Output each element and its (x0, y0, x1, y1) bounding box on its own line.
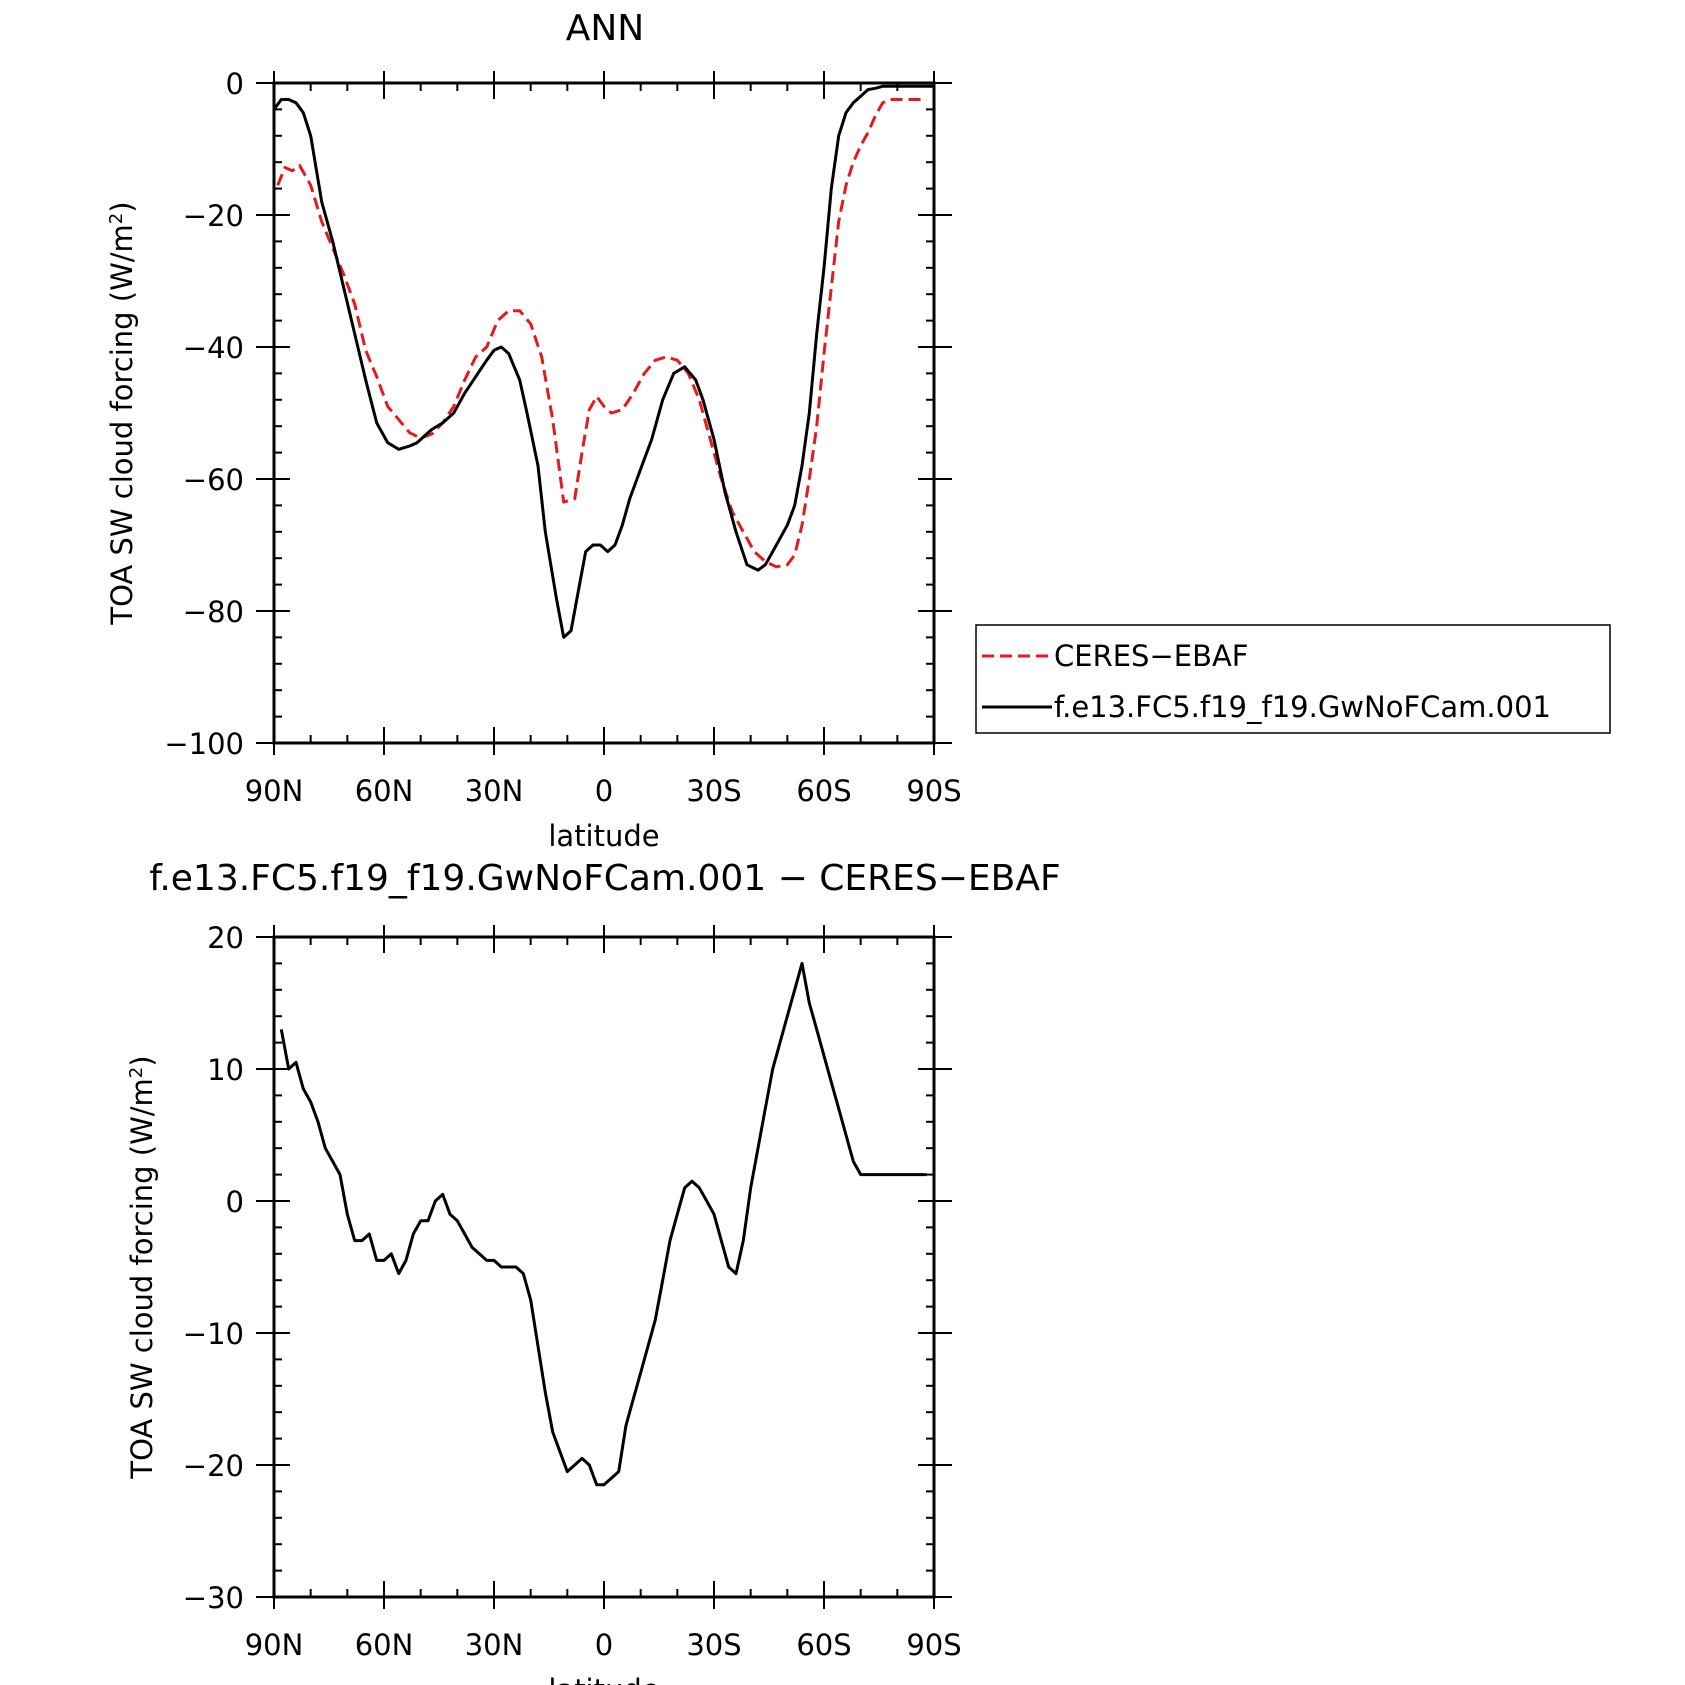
y-tick-label: 0 (226, 1185, 244, 1219)
x-tick-label: 60S (796, 774, 851, 808)
y-tick-label: −20 (183, 1449, 244, 1483)
x-tick-label: 60N (355, 1628, 414, 1662)
y-axis-label-tail: ) (105, 201, 139, 212)
y-axis-label-tail: ) (125, 1055, 159, 1066)
legend-label-ceres: CERES−EBAF (1054, 639, 1249, 673)
chart-title: ANN (566, 8, 645, 49)
series-line-model (279, 961, 927, 1487)
chart-bottom-panel: f.e13.FC5.f19_f19.GwNoFCam.001 − CERES−E… (125, 858, 1061, 1685)
x-tick-label: 0 (595, 1628, 613, 1662)
y-tick-label: −100 (164, 727, 244, 761)
y-tick-label: −10 (183, 1317, 244, 1351)
y-ticks (256, 82, 952, 744)
y-axis-label: TOA SW cloud forcing (W/m2) (125, 1055, 159, 1479)
x-tick-label: 90S (906, 1628, 961, 1662)
y-tick-label: −40 (183, 331, 244, 365)
legend-box (975, 624, 1611, 734)
y-tick-label: −20 (183, 199, 244, 233)
y-tick-label: 10 (207, 1053, 244, 1087)
y-tick-labels: 20 10 0 −10 −20 −30 (183, 921, 244, 1615)
y-ticks (256, 936, 952, 1598)
x-tick-label: 60N (355, 774, 414, 808)
y-axis-label-main: TOA SW cloud forcing (W/m (125, 1078, 159, 1479)
series-line-ceres-ebaf (276, 98, 927, 569)
x-axis-label: latitude (548, 819, 659, 853)
y-tick-label: −60 (183, 463, 244, 497)
y-axis-label: TOA SW cloud forcing (W/m2) (105, 201, 139, 625)
series-line-model (272, 84, 934, 639)
y-tick-labels: 0 −20 −40 −60 −80 −100 (164, 67, 244, 761)
x-tick-labels: 90N 60N 30N 0 30S 60S 90S (245, 774, 962, 808)
x-tick-label: 60S (796, 1628, 851, 1662)
y-axis-label-sup: 2 (106, 213, 127, 224)
series-group (272, 84, 934, 639)
chart-title: f.e13.FC5.f19_f19.GwNoFCam.001 − CERES−E… (149, 858, 1060, 899)
x-tick-label: 30S (686, 774, 741, 808)
y-tick-label: −80 (183, 595, 244, 629)
x-tick-label: 90N (245, 774, 304, 808)
y-tick-label: 20 (207, 921, 244, 955)
y-tick-label: −30 (183, 1581, 244, 1615)
x-tick-label: 0 (595, 774, 613, 808)
x-tick-label: 30N (465, 1628, 524, 1662)
x-tick-label: 90N (245, 1628, 304, 1662)
plot-area-frame (272, 935, 936, 1599)
series-group (279, 961, 927, 1487)
chart-top-panel: ANN 90N 60N 30N 0 30S 60S 90S 0 −20 −40 −60 −80 −10… (105, 8, 1611, 853)
legend-label-model: f.e13.FC5.f19_f19.GwNoFCam.001 (1054, 690, 1551, 724)
legend: CERES−EBAF f.e13.FC5.f19_f19.GwNoFCam.00… (975, 624, 1611, 734)
y-axis-label-sup: 2 (126, 1067, 147, 1078)
plot-area-frame (272, 81, 936, 745)
y-axis-label-main: TOA SW cloud forcing (W/m (105, 224, 139, 625)
x-axis-label: latitude (548, 1673, 659, 1685)
x-tick-label: 30S (686, 1628, 741, 1662)
x-ticks (273, 925, 935, 1609)
y-tick-label: 0 (226, 67, 244, 101)
x-tick-label: 90S (906, 774, 961, 808)
x-tick-labels: 90N 60N 30N 0 30S 60S 90S (245, 1628, 962, 1662)
x-tick-label: 30N (465, 774, 524, 808)
